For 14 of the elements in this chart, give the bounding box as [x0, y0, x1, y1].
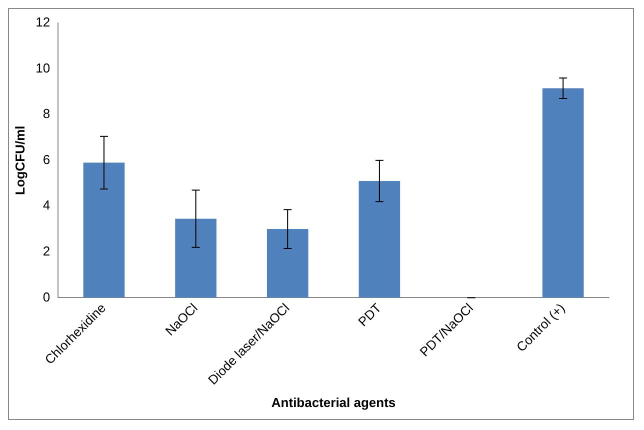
- y-tick-label: 8: [42, 106, 50, 122]
- y-tick-label: 6: [42, 152, 50, 167]
- y-tick-label: 12: [36, 14, 50, 30]
- bar: [83, 162, 125, 298]
- y-tick-label: 10: [36, 60, 50, 76]
- x-axis-title: Antibacterial agents: [271, 394, 396, 410]
- y-axis-title: LogCFU/ml: [12, 126, 28, 196]
- bar: [358, 180, 400, 298]
- y-tick-label: 2: [42, 244, 50, 259]
- bar: [175, 218, 216, 298]
- y-tick-label: 4: [42, 198, 50, 213]
- bar: [542, 88, 584, 298]
- y-tick-label: 0: [42, 289, 50, 304]
- bar: [266, 229, 308, 298]
